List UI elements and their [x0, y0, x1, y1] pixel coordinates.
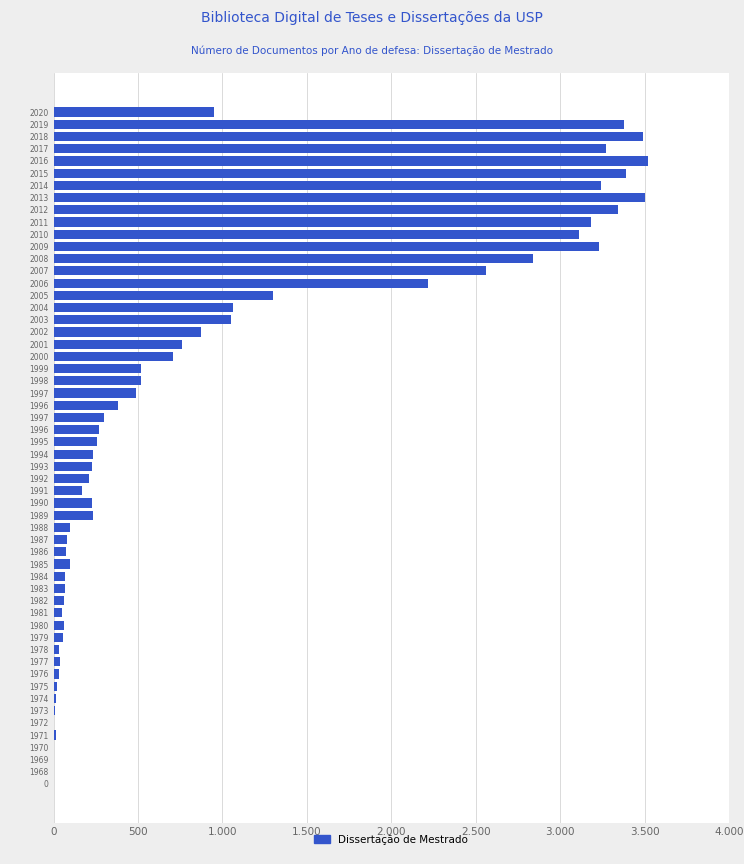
Bar	[54, 401, 118, 410]
Bar	[54, 572, 65, 581]
Bar	[54, 560, 71, 569]
Bar	[54, 168, 626, 178]
Bar	[54, 694, 56, 703]
Bar	[54, 645, 60, 654]
Bar	[54, 120, 624, 129]
Bar	[54, 218, 591, 226]
Bar	[54, 499, 92, 507]
Bar	[54, 486, 83, 495]
Bar	[54, 670, 59, 678]
Bar	[54, 608, 62, 618]
Bar	[54, 340, 182, 349]
Bar	[54, 632, 62, 642]
Bar	[54, 389, 136, 397]
Bar	[54, 535, 67, 544]
Bar	[54, 156, 648, 166]
Bar	[54, 584, 65, 593]
Bar	[54, 596, 64, 606]
Bar	[54, 144, 606, 153]
Bar	[54, 461, 92, 471]
Bar	[54, 327, 200, 336]
Bar	[54, 706, 55, 715]
Bar	[54, 474, 89, 483]
Legend: Dissertação de Mestrado: Dissertação de Mestrado	[310, 830, 472, 848]
Bar	[54, 437, 97, 447]
Bar	[54, 278, 429, 288]
Bar	[54, 242, 599, 251]
Bar	[54, 107, 214, 117]
Bar	[54, 364, 141, 373]
Bar	[54, 449, 93, 459]
Bar	[54, 206, 618, 214]
Bar	[54, 523, 70, 532]
Bar	[54, 620, 64, 630]
Bar	[54, 193, 645, 202]
Bar	[54, 682, 57, 690]
Bar	[54, 547, 66, 556]
Bar	[54, 315, 231, 324]
Bar	[54, 230, 579, 238]
Bar	[54, 290, 273, 300]
Bar	[54, 425, 99, 435]
Bar	[54, 511, 93, 520]
Bar	[54, 352, 173, 361]
Bar	[54, 303, 233, 312]
Bar	[54, 254, 533, 264]
Text: Biblioteca Digital de Teses e Dissertações da USP: Biblioteca Digital de Teses e Dissertaçõ…	[201, 11, 543, 25]
Bar	[54, 413, 104, 422]
Bar	[54, 266, 486, 276]
Bar	[54, 730, 56, 740]
Text: Número de Documentos por Ano de defesa: Dissertação de Mestrado: Número de Documentos por Ano de defesa: …	[191, 45, 553, 56]
Bar	[54, 376, 141, 385]
Bar	[54, 658, 60, 666]
Bar	[54, 132, 643, 141]
Bar	[54, 181, 600, 190]
